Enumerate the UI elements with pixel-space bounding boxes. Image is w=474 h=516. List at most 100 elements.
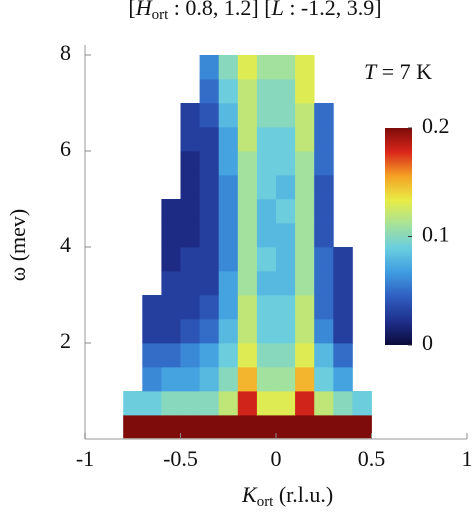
heatmap-cell bbox=[199, 343, 220, 368]
heatmap-cell bbox=[276, 103, 296, 128]
heatmap-cell bbox=[218, 199, 239, 224]
heatmap-cell bbox=[314, 175, 334, 200]
heatmap-cell bbox=[161, 343, 181, 368]
heatmap-cell bbox=[314, 271, 334, 296]
heatmap-cell bbox=[256, 271, 277, 296]
heatmap-cell bbox=[314, 295, 334, 320]
x-tick-label: -0.5 bbox=[163, 446, 198, 471]
heatmap-cell bbox=[180, 295, 200, 320]
heatmap-cell bbox=[314, 199, 334, 224]
heatmap-cell bbox=[295, 415, 315, 440]
heatmap-cell bbox=[180, 175, 200, 200]
heatmap-cell bbox=[218, 319, 239, 344]
heatmap-cell bbox=[218, 103, 239, 128]
heatmap-cell bbox=[218, 223, 239, 248]
title-part: : -1.2, 3.9] bbox=[284, 0, 382, 20]
heatmap-cell bbox=[333, 367, 353, 392]
heatmap-cell bbox=[256, 151, 277, 176]
heatmap-cell bbox=[295, 391, 315, 416]
heatmap-cell bbox=[237, 175, 258, 200]
chart-title: [Hort : 0.8, 1.2] [L : -1.2, 3.9] bbox=[128, 0, 381, 23]
y-tick-label: 4 bbox=[60, 232, 71, 257]
heatmap-cell bbox=[276, 295, 296, 320]
title-part: : 0.8, 1.2] [ bbox=[168, 0, 271, 20]
heatmap-cell bbox=[218, 271, 239, 296]
heatmap-cell bbox=[333, 271, 353, 296]
heatmap-cell bbox=[314, 247, 334, 272]
heatmap-cell bbox=[333, 343, 353, 368]
heatmap-cell bbox=[218, 415, 239, 440]
heatmap-cell bbox=[199, 127, 220, 152]
y-tick-label: 2 bbox=[60, 328, 71, 353]
heatmap-cell bbox=[123, 391, 143, 416]
heatmap-cell bbox=[180, 343, 200, 368]
heatmap-cell bbox=[218, 247, 239, 272]
colorbar-tick-label: 0 bbox=[422, 330, 433, 355]
title-part: ort bbox=[152, 7, 169, 23]
heatmap-cell bbox=[180, 319, 200, 344]
heatmap-cell bbox=[256, 415, 277, 440]
heatmap-cell bbox=[256, 247, 277, 272]
heatmap-cell bbox=[314, 319, 334, 344]
heatmap-cell bbox=[237, 79, 258, 104]
heatmap-cell bbox=[314, 391, 334, 416]
heatmap-cell bbox=[161, 367, 181, 392]
heatmap-cell bbox=[276, 319, 296, 344]
heatmap-cell bbox=[295, 343, 315, 368]
x-tick-label: 0.5 bbox=[358, 446, 386, 471]
heatmap-cell bbox=[199, 247, 220, 272]
heatmap-cell bbox=[237, 247, 258, 272]
heatmap-cell bbox=[256, 175, 277, 200]
heatmap-cell bbox=[180, 247, 200, 272]
heatmap-cell bbox=[352, 415, 372, 440]
heatmap-cell bbox=[237, 319, 258, 344]
heatmap-cell bbox=[199, 103, 220, 128]
colorbar-tick-label: 0.2 bbox=[422, 113, 450, 138]
heatmap-cell bbox=[333, 391, 353, 416]
heatmap-cell bbox=[161, 295, 181, 320]
heatmap-cell bbox=[218, 295, 239, 320]
heatmap-cell bbox=[180, 199, 200, 224]
heatmap-cell bbox=[276, 271, 296, 296]
heatmap-cell bbox=[333, 319, 353, 344]
heatmap-cell bbox=[314, 127, 334, 152]
heatmap-cell bbox=[314, 343, 334, 368]
heatmap-cell bbox=[199, 175, 220, 200]
heatmap-cell bbox=[180, 271, 200, 296]
heatmap-cell bbox=[199, 271, 220, 296]
heatmap-cell bbox=[256, 343, 277, 368]
heatmap-cell bbox=[237, 223, 258, 248]
heatmap-cell bbox=[237, 127, 258, 152]
heatmap-cell bbox=[199, 319, 220, 344]
heatmap-cell bbox=[237, 295, 258, 320]
heatmap-cell bbox=[123, 415, 143, 440]
annotation-part: T bbox=[364, 59, 378, 84]
heatmap-cell bbox=[142, 391, 162, 416]
heatmap-cell bbox=[161, 391, 181, 416]
heatmap-cell bbox=[142, 343, 162, 368]
heatmap-cell bbox=[237, 415, 258, 440]
heatmap-cell bbox=[295, 127, 315, 152]
heatmap-cell bbox=[180, 127, 200, 152]
colorbar-tick-label: 0.1 bbox=[422, 222, 450, 247]
heatmap-cell bbox=[295, 55, 315, 80]
heatmap-cell bbox=[295, 79, 315, 104]
heatmap-cell bbox=[199, 79, 220, 104]
heatmap-cell bbox=[199, 55, 220, 80]
heatmap-cell bbox=[142, 367, 162, 392]
heatmap-cell bbox=[180, 415, 200, 440]
heatmap-cell bbox=[256, 199, 277, 224]
heatmap-cell bbox=[199, 223, 220, 248]
heatmap-cell bbox=[218, 151, 239, 176]
title-part: [ bbox=[128, 0, 135, 20]
heatmap-cell bbox=[180, 391, 200, 416]
x-label-part: K bbox=[241, 482, 258, 507]
heatmap-cell bbox=[161, 247, 181, 272]
x-tick-label: 1 bbox=[462, 446, 473, 471]
heatmap-cell bbox=[256, 391, 277, 416]
heatmap-cell bbox=[314, 223, 334, 248]
heatmap-cell bbox=[276, 199, 296, 224]
heatmap-cell bbox=[180, 367, 200, 392]
heatmap-cell bbox=[199, 391, 220, 416]
